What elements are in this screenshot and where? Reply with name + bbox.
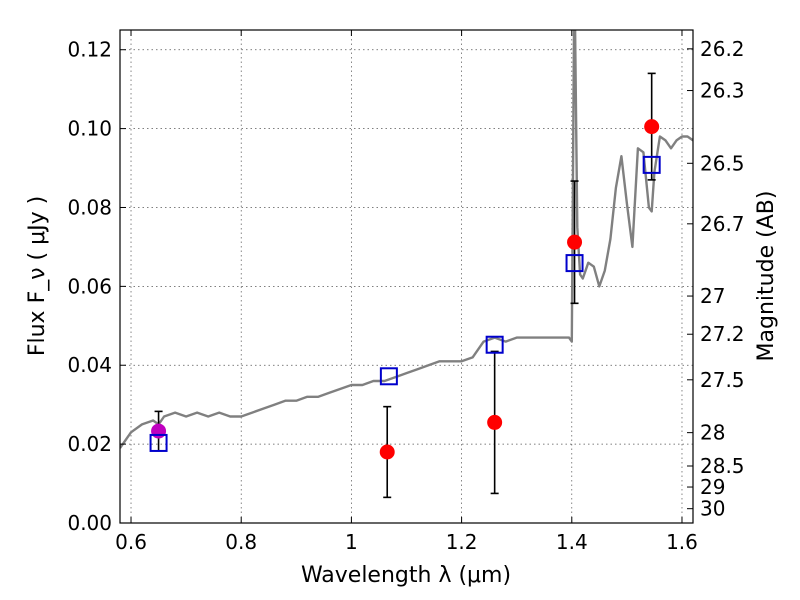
x-tick-label: 1 bbox=[345, 530, 358, 554]
photometry-point bbox=[644, 119, 660, 135]
y-tick-label: 0.04 bbox=[67, 353, 112, 377]
grid bbox=[120, 30, 693, 524]
model-square bbox=[565, 254, 584, 273]
mag-tick-label: 27.5 bbox=[700, 368, 745, 392]
model-square bbox=[642, 155, 661, 174]
photometry-point bbox=[567, 234, 583, 250]
model-square bbox=[149, 433, 168, 452]
y-axis-label-right: Magnitude (AB) bbox=[754, 191, 779, 362]
plot-frame bbox=[119, 29, 694, 524]
y-tick-label: 0.02 bbox=[67, 432, 112, 456]
mag-tick-label: 26.5 bbox=[700, 151, 745, 175]
x-tick-label: 1.6 bbox=[666, 530, 698, 554]
y-tick-label: 0.00 bbox=[67, 511, 112, 535]
photometry-point bbox=[487, 414, 503, 430]
model-square bbox=[379, 367, 398, 386]
spectrum-line bbox=[120, 30, 693, 449]
x-tick-label: 0.6 bbox=[115, 530, 147, 554]
x-tick-label: 0.8 bbox=[225, 530, 257, 554]
x-tick-label: 1.2 bbox=[446, 530, 478, 554]
y-tick-label: 0.06 bbox=[67, 274, 112, 298]
mag-tick-label: 29 bbox=[700, 475, 725, 499]
mag-tick-label: 28 bbox=[700, 421, 725, 445]
mag-tick-label: 28.5 bbox=[700, 454, 745, 478]
mag-tick-label: 27 bbox=[700, 284, 725, 308]
mag-tick-label: 26.3 bbox=[700, 79, 745, 103]
mag-tick-label: 26.7 bbox=[700, 212, 745, 236]
y-tick-label: 0.08 bbox=[67, 195, 112, 219]
x-tick-label: 1.4 bbox=[556, 530, 588, 554]
spectrum-layer bbox=[120, 30, 693, 449]
y-tick-label: 0.12 bbox=[67, 38, 112, 62]
x-axis-label: Wavelength λ (μm) bbox=[301, 563, 511, 588]
axis-ticks: 0.6 0.8 1 1.2 1.4 1.6 0.00 0.02 0.04 0.06 0.08 0.10… bbox=[67, 30, 745, 554]
mag-tick-label: 26.2 bbox=[700, 37, 745, 61]
data-markers bbox=[149, 119, 661, 460]
photometry-point bbox=[379, 444, 395, 460]
y-axis-label: Flux F_ν ( μJy ) bbox=[25, 196, 50, 356]
mag-tick-label: 27.2 bbox=[700, 322, 745, 346]
y-tick-label: 0.10 bbox=[67, 117, 112, 141]
photometry-point bbox=[151, 423, 167, 439]
error-bars bbox=[154, 72, 656, 499]
model-square bbox=[485, 335, 504, 354]
mag-tick-label: 30 bbox=[700, 497, 725, 521]
